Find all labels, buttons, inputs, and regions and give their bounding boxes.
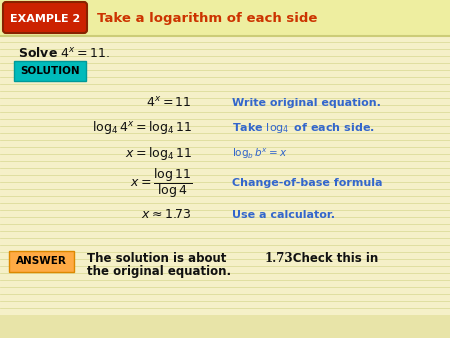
Text: $\log_b b^{x} = x$: $\log_b b^{x} = x$: [232, 147, 288, 161]
Text: SOLUTION: SOLUTION: [20, 67, 80, 76]
Text: Take a logarithm of each side: Take a logarithm of each side: [97, 12, 317, 25]
Text: the original equation.: the original equation.: [87, 266, 231, 279]
Text: $x = \log_4 11$: $x = \log_4 11$: [125, 145, 192, 163]
FancyBboxPatch shape: [9, 251, 74, 272]
Text: $x \approx 1.73$: $x \approx 1.73$: [141, 209, 192, 221]
Text: ANSWER: ANSWER: [16, 257, 67, 266]
Text: . Check this in: . Check this in: [284, 251, 378, 265]
FancyBboxPatch shape: [0, 315, 450, 338]
Text: Solve $4^{x} = 11.$: Solve $4^{x} = 11.$: [18, 46, 110, 60]
Text: 1.73: 1.73: [265, 251, 293, 265]
Text: EXAMPLE 2: EXAMPLE 2: [10, 14, 80, 24]
Text: $\log_4 4^{x} = \log_4 11$: $\log_4 4^{x} = \log_4 11$: [92, 120, 192, 137]
Text: $4^{x} = 11$: $4^{x} = 11$: [146, 96, 192, 110]
Text: The solution is about: The solution is about: [87, 251, 230, 265]
FancyBboxPatch shape: [3, 2, 87, 33]
Text: Use a calculator.: Use a calculator.: [232, 210, 335, 220]
FancyBboxPatch shape: [0, 0, 450, 36]
Text: Change-of-base formula: Change-of-base formula: [232, 178, 382, 188]
Text: Take $\log_4$ of each side.: Take $\log_4$ of each side.: [232, 121, 375, 135]
FancyBboxPatch shape: [14, 61, 86, 81]
Text: $x = \dfrac{\log 11}{\log 4}$: $x = \dfrac{\log 11}{\log 4}$: [130, 166, 192, 200]
Text: Write original equation.: Write original equation.: [232, 98, 381, 108]
